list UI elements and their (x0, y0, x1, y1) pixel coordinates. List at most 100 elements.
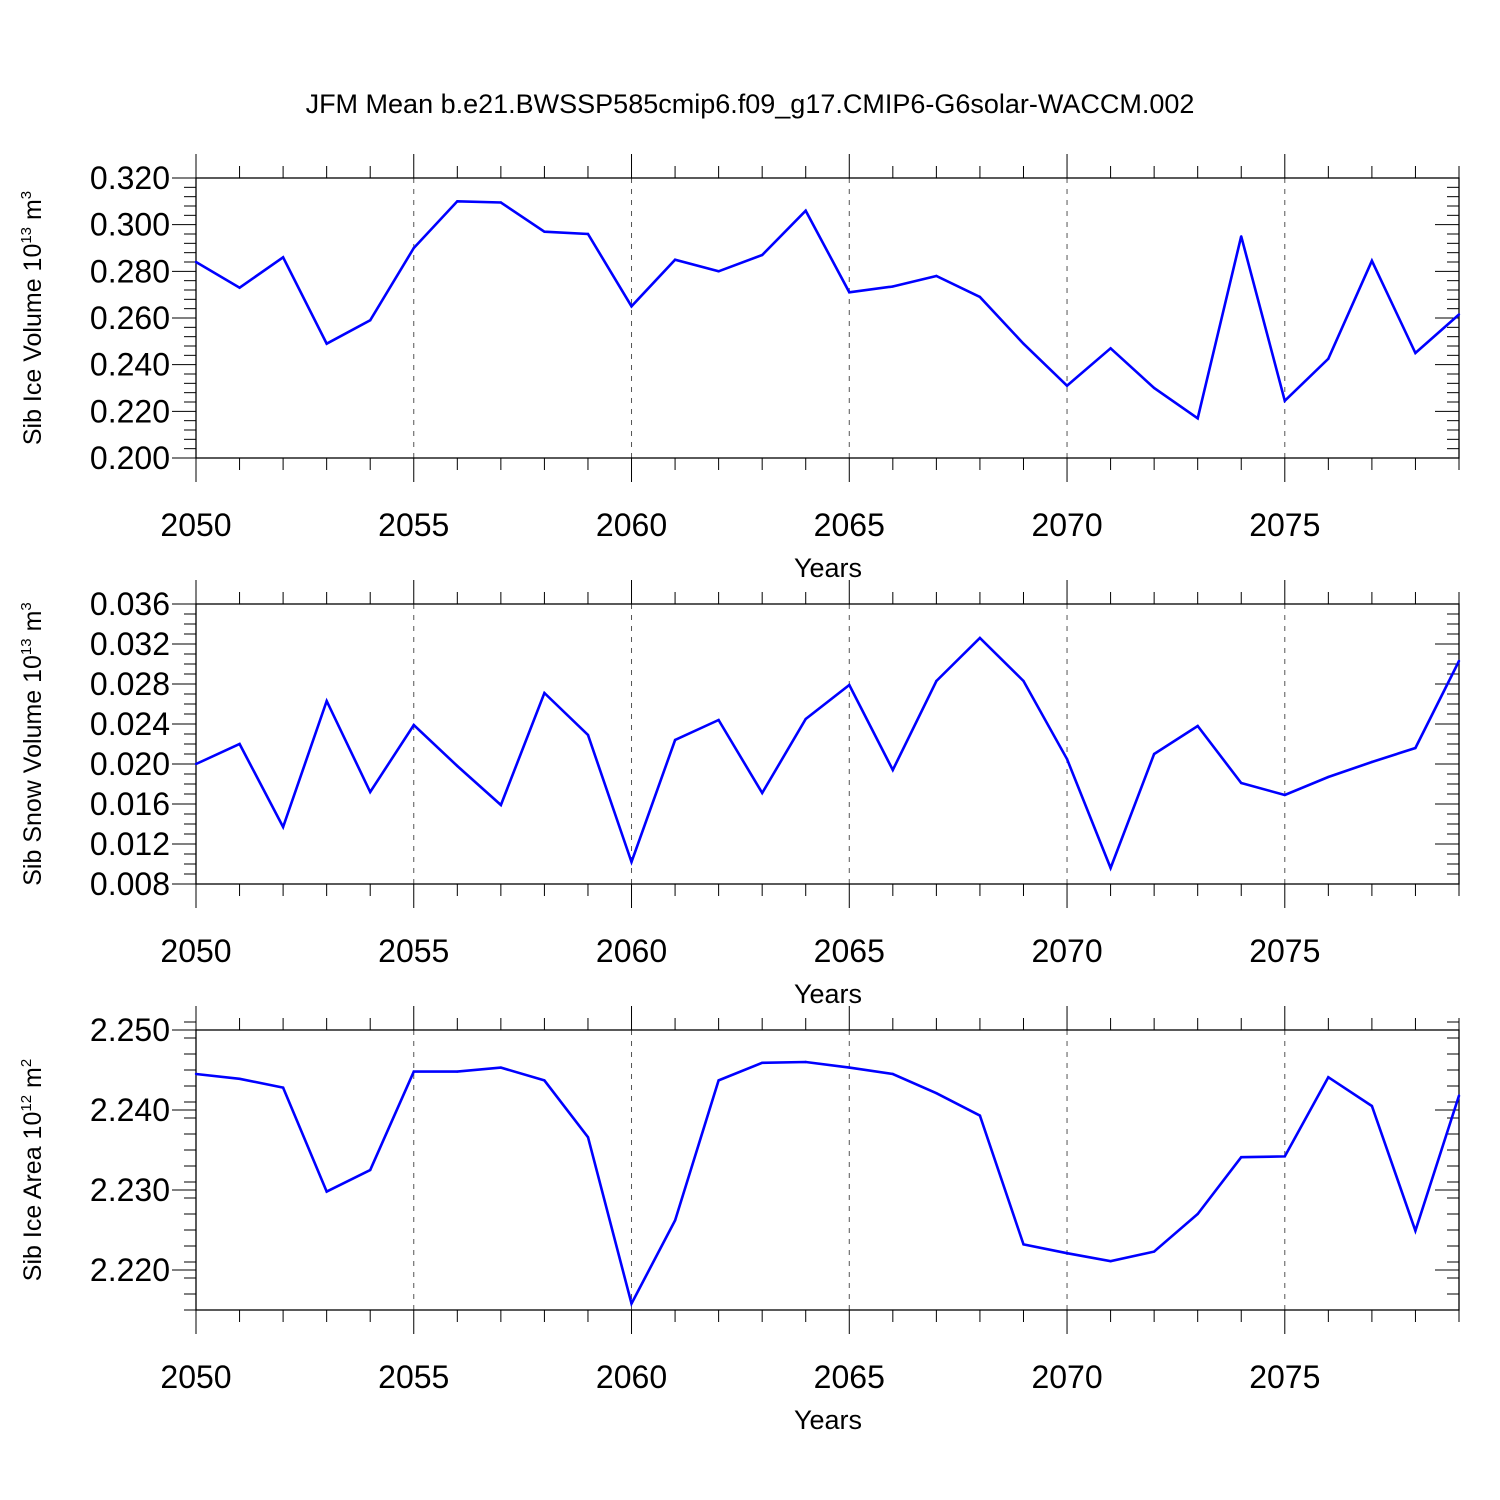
data-point (1152, 386, 1156, 390)
data-point (891, 285, 895, 288)
data-point (1457, 1094, 1461, 1097)
y-tick-label: 0.008 (90, 866, 170, 902)
panel-ice-area: 2050 2055 2060 2065 2070 2075 2.220 2.230 2.240 2… (18, 1006, 1461, 1435)
y-tick-label: 0.012 (90, 826, 170, 862)
y-tick-label: 0.016 (90, 786, 170, 822)
x-tick-label: 2065 (814, 933, 885, 969)
data-point (586, 232, 590, 236)
x-tick-label: 2075 (1249, 933, 1320, 969)
y-tick-label: 2.220 (90, 1252, 170, 1288)
data-point (194, 762, 198, 766)
data-point (978, 636, 982, 640)
data-point (1370, 259, 1374, 263)
data-point (238, 742, 241, 746)
data-point (1327, 1076, 1330, 1079)
data-point (891, 768, 895, 772)
data-point (543, 230, 546, 233)
data-point (1414, 1229, 1417, 1233)
data-point (499, 803, 503, 807)
x-tick-label: 2065 (814, 507, 885, 543)
y-tick-label: 2.250 (90, 1012, 170, 1048)
data-point (935, 679, 938, 683)
data-point (1065, 384, 1069, 387)
data-point (1370, 1104, 1374, 1108)
x-axis-label: Years (794, 1405, 862, 1435)
data-point (630, 1302, 633, 1305)
data-point (456, 1070, 459, 1073)
data-point (848, 683, 851, 687)
data-point (412, 1070, 415, 1073)
y-tick-label: 0.200 (90, 440, 170, 476)
data-point (1283, 1155, 1286, 1158)
data-point (281, 256, 285, 259)
y-axis-label-unit-exponent: 3 (18, 602, 35, 610)
data-point (1240, 781, 1243, 785)
y-axis-label-unit-exponent: 3 (18, 191, 35, 199)
data-point (1327, 775, 1330, 779)
data-point (1240, 1156, 1243, 1159)
x-axis-label: Years (794, 979, 862, 1009)
data-point (586, 733, 590, 737)
y-tick-label: 0.220 (90, 393, 170, 429)
y-axis-label: Sib Ice Area 1012 m2 (18, 1059, 47, 1281)
data-point (194, 1072, 198, 1076)
y-tick-label: 0.300 (90, 207, 170, 243)
data-point (1022, 679, 1025, 683)
data-point (1196, 1212, 1199, 1216)
data-point (673, 1219, 677, 1222)
data-point (1109, 866, 1112, 870)
y-axis-label-unit: m (19, 611, 47, 639)
data-point (804, 717, 807, 721)
chart-title: JFM Mean b.e21.BWSSP585cmip6.f09_g17.CMI… (306, 89, 1195, 119)
series-line (195, 636, 1461, 872)
x-tick-label: 2055 (378, 1359, 449, 1395)
data-point (935, 274, 938, 278)
x-tick-label: 2065 (814, 1359, 885, 1395)
data-point (1414, 746, 1417, 750)
data-point (1152, 752, 1156, 756)
plot-frame (195, 603, 1460, 885)
data-point (804, 1060, 807, 1064)
y-axis-label-unit: m (19, 199, 47, 227)
x-tick-label: 2070 (1031, 1359, 1102, 1395)
data-point (978, 1114, 982, 1117)
x-tick-label: 2060 (596, 1359, 667, 1395)
data-point (499, 1066, 503, 1069)
data-point (499, 201, 503, 204)
data-point (760, 253, 764, 257)
data-point (238, 1077, 241, 1081)
x-tick-label: 2055 (378, 933, 449, 969)
data-point (543, 1079, 546, 1082)
data-point (1022, 342, 1025, 345)
y-tick-label: 0.028 (90, 666, 170, 702)
data-point (1109, 347, 1112, 350)
y-axis-label-unit-exponent: 2 (18, 1059, 35, 1067)
y-tick-label: 0.032 (90, 626, 170, 662)
series-line (195, 1060, 1461, 1308)
data-point (238, 286, 241, 289)
data-point (673, 258, 677, 261)
data-point (412, 723, 415, 727)
data-point (760, 791, 764, 795)
plot-frame (195, 1029, 1460, 1311)
y-axis-label: Sib Ice Volume 1013 m3 (18, 191, 47, 445)
data-point (325, 342, 328, 345)
data-point (1240, 235, 1243, 238)
data-point (630, 305, 633, 308)
y-tick-label: 0.260 (90, 300, 170, 336)
data-point (1196, 724, 1199, 728)
y-tick-label: 0.036 (90, 586, 170, 622)
y-tick-label: 0.024 (90, 706, 170, 742)
data-point (1370, 760, 1374, 764)
y-axis-label-text: Sib Ice Area 10 (19, 1112, 47, 1282)
x-tick-label: 2060 (596, 507, 667, 543)
data-point (1457, 659, 1461, 663)
data-point (456, 764, 459, 768)
data-point (1065, 1252, 1069, 1255)
data-point (673, 738, 677, 742)
y-tick-label: 0.320 (90, 160, 170, 196)
data-point (1065, 757, 1069, 761)
data-point (717, 270, 720, 273)
y-tick-label: 2.230 (90, 1172, 170, 1208)
y-tick-label: 2.240 (90, 1092, 170, 1128)
